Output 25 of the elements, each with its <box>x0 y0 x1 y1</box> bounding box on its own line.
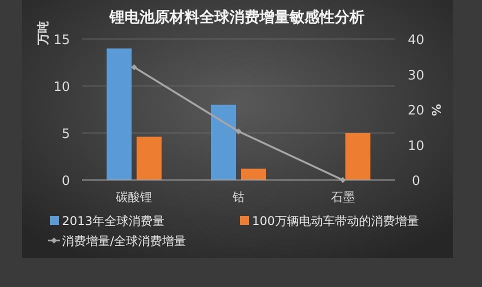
bar <box>106 48 132 180</box>
x-tick-label: 碳酸锂 <box>115 190 152 204</box>
legend-label: 100万辆电动车带动的消费增量 <box>252 214 419 228</box>
y2-axis-title: % <box>429 104 443 116</box>
y-tick-label: 5 <box>62 127 70 142</box>
chart-title: 锂电池原材料全球消费增量敏感性分析 <box>108 8 364 26</box>
legend-label: 消费增量/全球消费增量 <box>62 234 186 248</box>
x-tick-label: 钴 <box>232 190 244 204</box>
y-axis-title: 万吨 <box>36 21 50 46</box>
y2-tick-label: 0 <box>412 174 420 189</box>
y2-tick-label: 20 <box>408 104 424 118</box>
y-tick-label: 0 <box>62 174 70 189</box>
y2-tick-label: 10 <box>408 138 424 154</box>
x-tick-label: 石墨 <box>330 190 355 204</box>
bar <box>345 133 370 180</box>
bar <box>241 168 266 180</box>
bar <box>136 136 162 180</box>
point <box>236 128 242 134</box>
y-tick-label: 15 <box>53 33 70 48</box>
bar <box>211 104 236 180</box>
y2-tick-label: 40 <box>408 33 424 48</box>
legend-label: 2013年全球消费量 <box>62 214 165 228</box>
y2-tick-label: 30 <box>408 68 424 84</box>
point <box>131 64 138 70</box>
y-tick-label: 10 <box>53 80 70 95</box>
